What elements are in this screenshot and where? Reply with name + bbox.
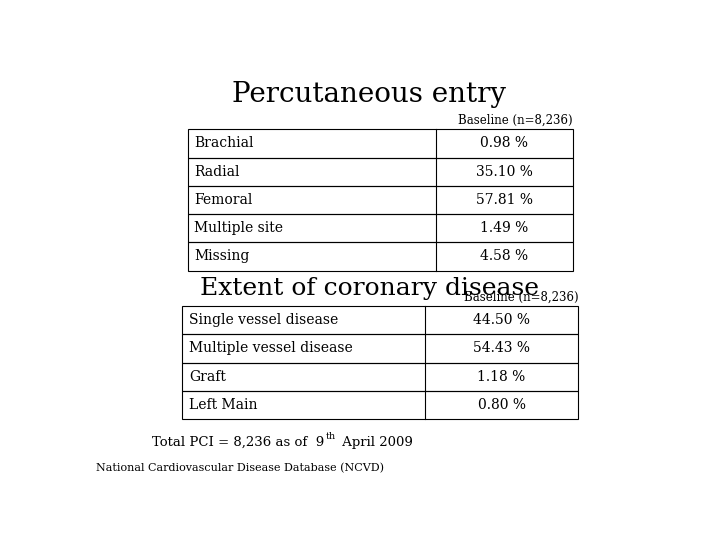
Text: Multiple vessel disease: Multiple vessel disease <box>189 341 353 355</box>
Text: Single vessel disease: Single vessel disease <box>189 313 338 327</box>
Text: Percutaneous entry: Percutaneous entry <box>232 82 506 109</box>
Bar <box>182 391 578 419</box>
Text: Baseline (n=8,236): Baseline (n=8,236) <box>464 291 578 304</box>
Text: 57.81 %: 57.81 % <box>476 193 533 207</box>
Text: 1.18 %: 1.18 % <box>477 370 526 383</box>
Bar <box>188 129 572 158</box>
Text: 0.98 %: 0.98 % <box>480 137 528 150</box>
Text: Left Main: Left Main <box>189 398 257 412</box>
Text: 0.80 %: 0.80 % <box>477 398 526 412</box>
Text: 35.10 %: 35.10 % <box>476 165 533 179</box>
Text: Graft: Graft <box>189 370 225 383</box>
Text: Extent of coronary disease: Extent of coronary disease <box>199 277 539 300</box>
Text: Missing: Missing <box>194 249 250 264</box>
Text: 1.49 %: 1.49 % <box>480 221 528 235</box>
Text: 44.50 %: 44.50 % <box>473 313 530 327</box>
Bar <box>188 186 572 214</box>
Bar <box>182 334 578 362</box>
Text: Total PCI = 8,236 as of  9: Total PCI = 8,236 as of 9 <box>152 436 324 449</box>
Text: 54.43 %: 54.43 % <box>473 341 530 355</box>
Text: Radial: Radial <box>194 165 240 179</box>
Bar <box>188 214 572 242</box>
Text: Multiple site: Multiple site <box>194 221 284 235</box>
Bar <box>182 306 578 334</box>
Text: Brachial: Brachial <box>194 137 254 150</box>
Bar <box>188 158 572 186</box>
Text: Baseline (n=8,236): Baseline (n=8,236) <box>458 114 572 127</box>
Text: National Cardiovascular Disease Database (NCVD): National Cardiovascular Disease Database… <box>96 463 384 473</box>
Bar <box>188 242 572 271</box>
Text: Femoral: Femoral <box>194 193 253 207</box>
Bar <box>182 362 578 391</box>
Text: 4.58 %: 4.58 % <box>480 249 528 264</box>
Text: April 2009: April 2009 <box>338 436 413 449</box>
Text: th: th <box>325 433 336 441</box>
